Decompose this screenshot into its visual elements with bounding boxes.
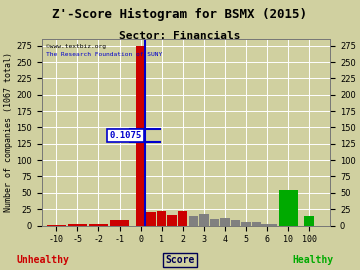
Bar: [189, 216, 198, 225]
Bar: [147, 212, 156, 225]
Text: Healthy: Healthy: [293, 255, 334, 265]
Bar: [89, 224, 108, 225]
Bar: [231, 220, 240, 225]
Text: 0.1075: 0.1075: [109, 131, 141, 140]
Bar: [136, 46, 145, 225]
Text: Z'-Score Histogram for BSMX (2015): Z'-Score Histogram for BSMX (2015): [53, 8, 307, 21]
Bar: [210, 219, 219, 225]
Bar: [279, 190, 298, 225]
Bar: [252, 222, 261, 225]
Bar: [241, 222, 251, 225]
Bar: [110, 220, 129, 225]
Bar: [257, 224, 276, 225]
Bar: [68, 224, 87, 225]
Bar: [157, 211, 166, 225]
Y-axis label: Number of companies (1067 total): Number of companies (1067 total): [4, 52, 13, 212]
Bar: [178, 211, 188, 225]
Bar: [199, 214, 208, 225]
Text: Unhealthy: Unhealthy: [17, 255, 69, 265]
Text: ©www.textbiz.org: ©www.textbiz.org: [46, 44, 106, 49]
Bar: [304, 216, 314, 225]
Text: Score: Score: [165, 255, 195, 265]
Bar: [220, 218, 230, 225]
Text: Sector: Financials: Sector: Financials: [119, 31, 241, 41]
Text: The Research Foundation of SUNY: The Research Foundation of SUNY: [46, 52, 162, 57]
Bar: [167, 215, 177, 225]
